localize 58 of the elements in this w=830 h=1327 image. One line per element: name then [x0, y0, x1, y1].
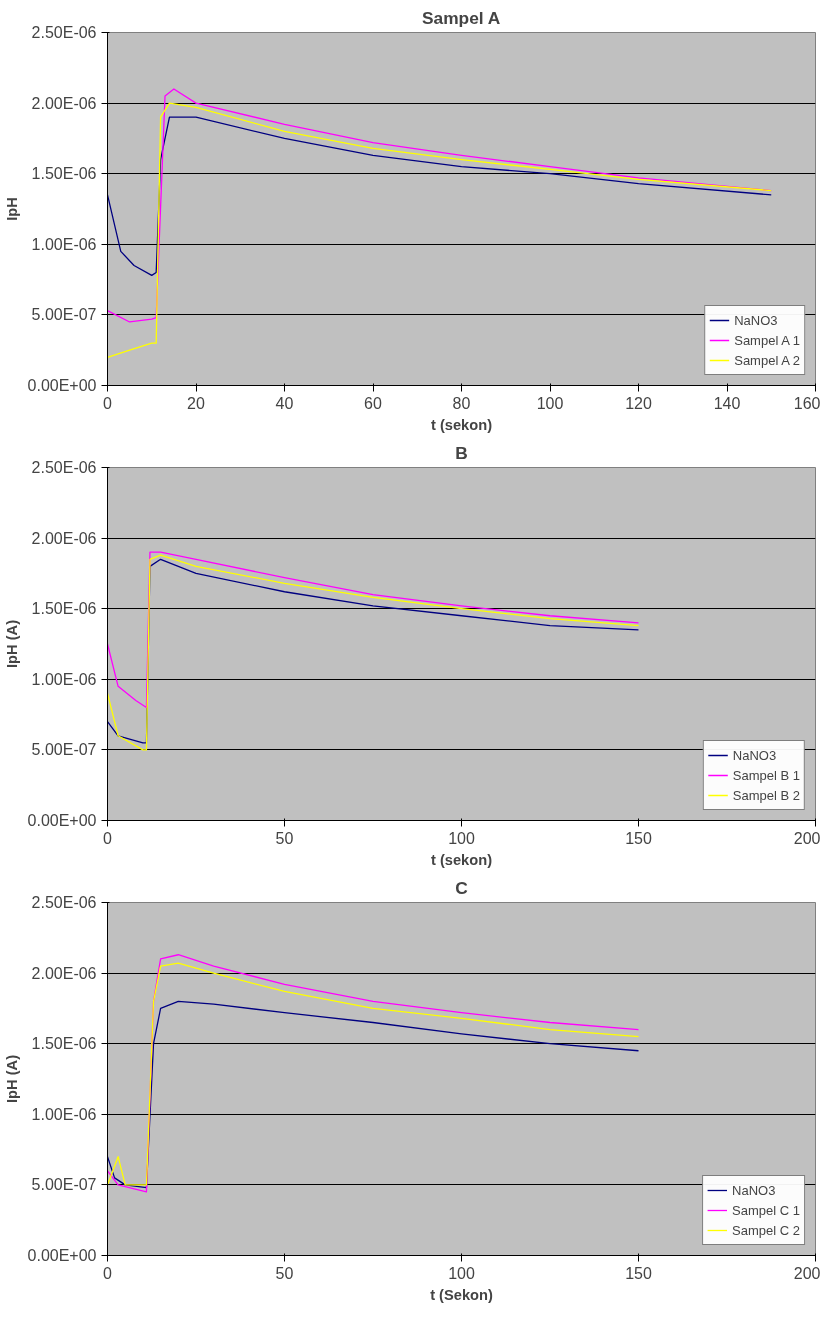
x-tick-label: 120: [625, 394, 652, 412]
y-tick-label: 1.50E-06: [31, 600, 97, 618]
x-tick-label: 100: [448, 1264, 475, 1282]
y-axis-title: IpH (A): [3, 619, 20, 669]
x-tick-label: 200: [793, 829, 821, 847]
line-series: [107, 551, 640, 709]
legend-label: Sampel B 1: [732, 767, 800, 783]
y-tick-label: 0.00E+00: [27, 377, 97, 394]
legend-label: NaNO3: [734, 312, 778, 328]
line-series: [107, 116, 772, 277]
y-tick-label: 2.50E-06: [31, 24, 97, 41]
legend-label: Sampel C 2: [732, 1222, 800, 1238]
y-tick-label: 2.00E-06: [31, 94, 97, 112]
x-axis-title: t (sekon): [430, 851, 493, 868]
y-tick-label: 5.00E-07: [31, 741, 97, 759]
x-tick-label: 200: [793, 1264, 821, 1282]
y-tick-label: 0.00E+00: [27, 1247, 97, 1264]
chart-title: Sampel A: [422, 7, 501, 28]
x-tick-label: 100: [536, 394, 564, 412]
x-tick-label: 140: [713, 394, 741, 412]
chart-title: B: [455, 442, 468, 463]
y-axis-title: IpH: [3, 197, 20, 221]
y-tick-label: 0.00E+00: [27, 812, 97, 829]
x-tick-label: 150: [625, 1264, 652, 1282]
x-tick-label: 0: [103, 1264, 113, 1282]
x-tick-label: 50: [275, 1264, 294, 1282]
x-tick-label: 40: [275, 394, 294, 412]
x-tick-label: 0: [103, 829, 113, 847]
x-tick-label: 0: [103, 394, 113, 412]
x-tick-label: 60: [364, 394, 382, 412]
x-tick-label: 160: [793, 394, 821, 412]
x-axis-title: t (Sekon): [430, 1286, 493, 1303]
legend-label: NaNO3: [732, 1182, 776, 1198]
y-axis-title: IpH (A): [3, 1054, 20, 1104]
y-tick-label: 2.50E-06: [31, 894, 97, 911]
x-tick-label: 100: [448, 829, 475, 847]
y-tick-label: 1.00E-06: [31, 235, 97, 253]
y-tick-label: 2.50E-06: [31, 459, 97, 476]
y-tick-label: 1.00E-06: [31, 1105, 97, 1123]
line-series: [107, 1000, 640, 1189]
legend-label: Sampel A 1: [734, 332, 800, 348]
y-tick-label: 5.00E-07: [31, 306, 97, 324]
x-tick-label: 50: [275, 829, 294, 847]
legend-label: Sampel B 2: [732, 787, 800, 803]
legend-label: Sampel A 2: [734, 352, 800, 368]
y-tick-label: 1.00E-06: [31, 670, 97, 688]
y-tick-label: 1.50E-06: [31, 1035, 97, 1053]
legend-label: NaNO3: [732, 747, 777, 763]
x-tick-label: 80: [452, 394, 471, 412]
y-tick-label: 2.00E-06: [31, 964, 97, 982]
chart-title: C: [455, 877, 469, 898]
y-tick-label: 2.00E-06: [31, 529, 97, 547]
x-tick-label: 20: [187, 394, 205, 412]
x-axis-title: t (sekon): [430, 416, 493, 433]
x-tick-label: 150: [625, 829, 652, 847]
y-tick-label: 5.00E-07: [31, 1176, 97, 1194]
y-tick-label: 1.50E-06: [31, 165, 97, 183]
legend-label: Sampel C 1: [732, 1202, 800, 1218]
